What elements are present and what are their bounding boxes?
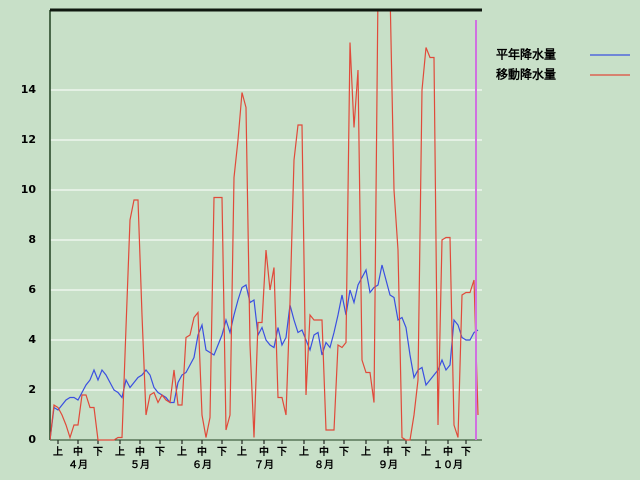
x-tick-label: 中: [259, 445, 269, 458]
x-tick-label: 下: [155, 446, 165, 458]
month-label: ５月: [130, 459, 150, 471]
y-tick-label: 0: [28, 433, 36, 446]
month-label: ７月: [254, 459, 274, 471]
x-tick-label: 下: [277, 446, 287, 458]
x-tick-label: 下: [339, 446, 349, 458]
x-tick-label: 上: [237, 445, 247, 458]
y-tick-label: 2: [28, 383, 36, 396]
y-tick-label: 10: [21, 183, 37, 196]
x-tick-label: 中: [135, 445, 145, 458]
x-tick-label: 上: [177, 445, 187, 458]
legend-label: 平年降水量: [496, 47, 556, 62]
y-tick-label: 8: [28, 233, 36, 246]
y-tick-label: 12: [21, 133, 36, 146]
plot: [50, 10, 479, 441]
x-tick-label: 下: [217, 446, 227, 458]
x-tick-label: 中: [443, 445, 453, 458]
x-tick-label: 上: [421, 445, 431, 458]
legend-label: 移動降水量: [496, 67, 556, 82]
month-label: ９月: [378, 459, 398, 471]
y-tick-label: 14: [21, 83, 37, 96]
y-tick-label: 4: [28, 333, 36, 346]
x-tick-label: 上: [361, 445, 371, 458]
month-label: ４月: [68, 459, 88, 471]
data-line: [50, 10, 479, 441]
month-label: ８月: [314, 459, 334, 471]
x-tick-label: 上: [299, 445, 309, 458]
x-tick-label: 下: [93, 446, 103, 458]
x-tick-label: 中: [73, 445, 83, 458]
x-tick-label: 上: [115, 445, 125, 458]
month-label: ６月: [192, 459, 212, 471]
x-tick-label: 下: [461, 446, 471, 458]
x-tick-label: 中: [197, 445, 207, 458]
x-tick-label: 下: [401, 446, 411, 458]
x-tick-label: 上: [53, 445, 63, 458]
data-line: [50, 264, 479, 441]
x-tick-label: 中: [319, 445, 329, 458]
month-label: １０月: [433, 459, 463, 471]
x-tick-label: 中: [383, 445, 393, 458]
y-tick-label: 6: [28, 283, 36, 296]
